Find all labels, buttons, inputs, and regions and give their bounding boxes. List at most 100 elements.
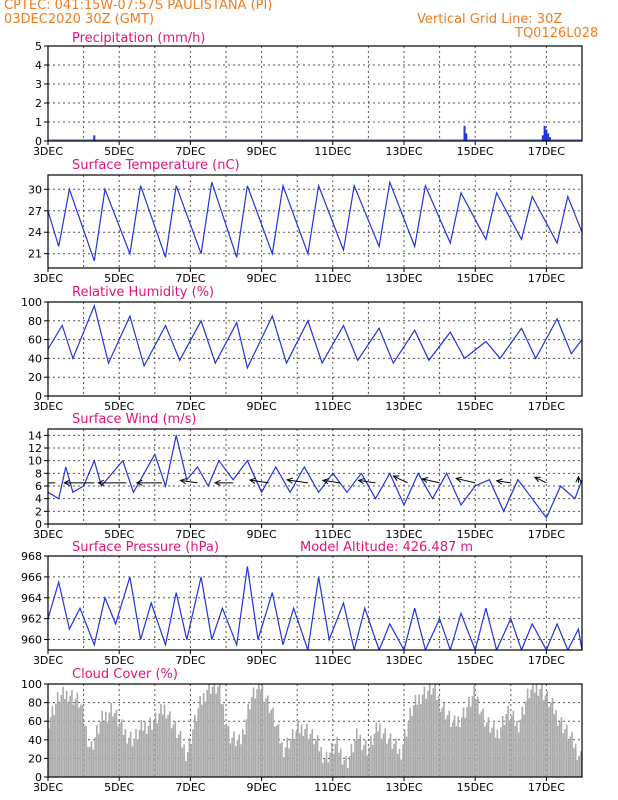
cloud-bar [286,737,289,777]
cloud-bar [441,707,443,777]
cloud-xtick-label: 5DEC [104,781,134,794]
cloud-bar [160,703,162,777]
wind-arrow [393,475,408,484]
cloud-bar [542,700,545,777]
cloud-bar [266,695,269,777]
cloud-xtick-label: 11DEC [314,781,351,794]
cloud-bar [309,733,312,777]
cloud-bar [436,700,438,777]
cloud-bar [181,747,184,777]
cloud-bar [307,739,310,777]
cloud-bar [51,705,54,777]
cloud-bar [489,732,492,777]
cloud-bar [549,702,552,777]
cloud-bar [485,722,488,777]
cloud-bar [573,748,575,777]
cloud-bar [65,690,68,777]
cloud-bar [56,692,59,777]
cloud-bar [72,704,75,777]
cloud-bar [560,717,563,777]
cloud-bar [226,725,228,777]
wind-arrow-head [421,477,429,483]
cloud-bar [193,714,196,777]
cloud-title: Cloud Cover (%) [72,667,178,682]
cloud-bar [526,688,529,777]
pressure-xtick-label: 13DEC [385,654,422,667]
humidity-xtick-label: 17DEC [528,400,565,413]
cloud-bar [491,727,493,777]
cloud-bar [462,707,465,777]
cloud-bar [530,689,532,777]
cloud-bar [119,722,121,777]
cloud-bar [558,721,561,777]
cloud-bar [405,736,408,777]
cloud-bar [277,724,280,777]
precipitation-bar [93,135,96,141]
cloud-bar [421,694,424,777]
cloud-bar [347,768,349,777]
wind-xtick-label: 3DEC [33,528,63,541]
cloud-bar [129,731,132,777]
pressure-ytick-label: 962 [21,613,42,626]
cloud-bar [76,692,79,777]
wind-arrow [249,479,269,484]
cloud-bar [270,709,273,777]
cloud-bar [329,752,331,777]
cloud-bar [352,752,354,777]
temperature-ytick-label: 21 [28,248,42,261]
cloud-bar [117,726,120,777]
pressure-ytick-label: 964 [21,592,42,605]
pressure-ytick-label: 966 [21,571,42,584]
temperature-xtick-label: 17DEC [528,272,565,285]
cloud-bar [480,711,483,777]
cloud-bar [551,697,554,777]
cloud-bar [339,748,342,777]
cloud-bar [83,725,86,777]
cloud-bar [172,724,175,777]
cloud-bar [361,750,363,777]
cloud-bar [325,751,328,777]
cloud-bar [195,720,198,777]
cloud-bar [142,730,144,777]
cloud-bar [249,709,251,777]
cloud-bar [268,712,271,777]
cloud-bar [420,704,422,777]
precipitation-xtick-label: 11DEC [314,145,351,158]
header-location: CPTEC: 041:15W-07:57S PAULISTANA (PI) [4,0,273,13]
cloud-bar [503,725,506,777]
wind-arrow [358,479,376,484]
cloud-bar [133,738,136,777]
cloud-bar [354,740,356,777]
cloud-bar [404,730,406,777]
cloud-bar [201,704,203,777]
cloud-bar [60,694,63,777]
cloud-bar [478,714,481,777]
cloud-bar [396,753,399,777]
cloud-bar [567,740,570,777]
cloud-bar [498,738,500,777]
cloud-bar [250,696,253,777]
cloud-bar [343,760,346,777]
cloud-bar [199,696,201,777]
cloud-bar [176,738,178,777]
cloud-bar [509,720,511,777]
precipitation-plot [48,125,582,141]
cloud-bar [496,729,499,777]
wind-arrow-head [97,479,104,486]
cloud-bar [318,751,321,777]
wind-xtick-label: 7DEC [175,528,205,541]
cloud-bar [578,755,581,777]
precipitation-bar [465,133,468,141]
humidity-xtick-label: 3DEC [33,400,63,413]
cloud-bar [471,696,474,777]
humidity-series-line [48,303,582,370]
cloud-bar [501,716,504,777]
wind-arrow [180,479,198,484]
cloud-bar [149,717,152,777]
cloud-bar [234,746,237,777]
humidity-ytick-label: 40 [28,352,42,365]
cloud-bar [460,717,463,777]
cloud-bar [74,698,77,777]
cloud-bar [507,705,509,777]
cloud-bar [97,733,100,777]
